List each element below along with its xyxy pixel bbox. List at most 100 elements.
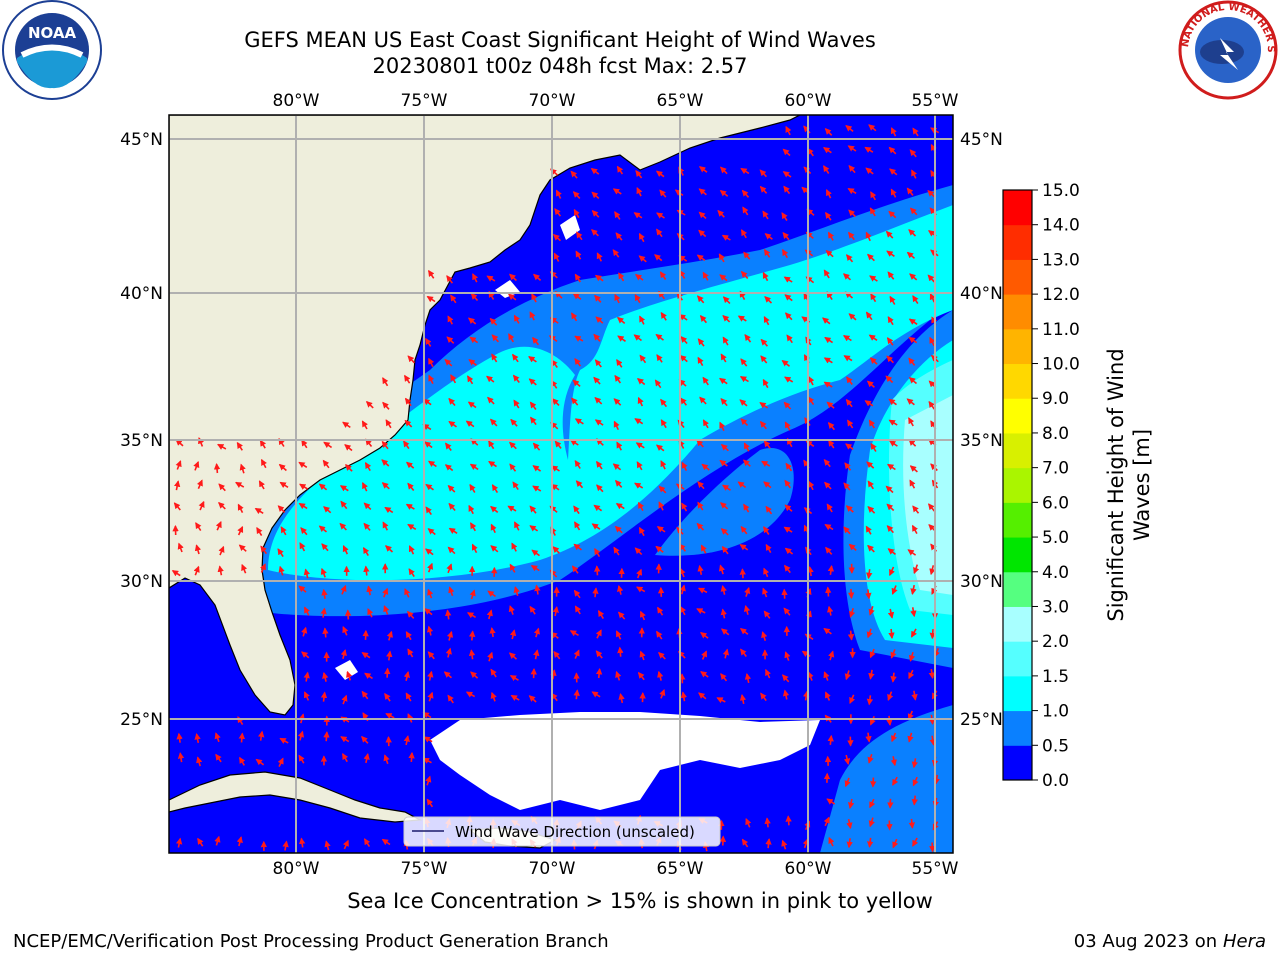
wind-arrow	[617, 584, 624, 595]
wind-arrow	[297, 730, 305, 741]
wind-arrow	[721, 234, 731, 241]
wind-arrow	[761, 631, 768, 641]
lon-label: 75°W	[401, 91, 448, 111]
wind-arrow	[781, 212, 788, 222]
wind-arrow	[740, 525, 748, 535]
wind-arrow	[744, 672, 752, 684]
wind-arrow	[361, 690, 369, 700]
wind-arrow	[322, 627, 329, 638]
wind-arrow	[865, 311, 873, 321]
wind-arrow	[762, 210, 769, 220]
wind-arrow	[886, 355, 894, 364]
colorbar-tick-label: 0.5	[1042, 736, 1069, 756]
colorbar-tick-label: 13.0	[1042, 250, 1080, 270]
lat-label: 25°N	[120, 710, 163, 730]
wind-arrow	[532, 442, 541, 451]
wind-arrow	[596, 252, 603, 262]
wind-arrow	[614, 374, 622, 384]
wind-arrow	[282, 840, 289, 851]
wind-arrow	[655, 444, 665, 452]
wind-arrow	[363, 753, 370, 764]
wind-arrow	[365, 400, 374, 409]
wind-arrow	[301, 651, 310, 659]
wind-arrow	[403, 671, 411, 681]
wind-arrow	[823, 627, 832, 635]
wind-arrow	[635, 170, 643, 179]
wind-arrow	[425, 483, 434, 491]
lon-label: 60°W	[785, 859, 832, 879]
lat-label: 40°N	[960, 284, 1003, 304]
wind-arrow	[299, 837, 306, 848]
wind-arrow	[591, 229, 599, 237]
wind-arrow	[490, 523, 497, 534]
wind-arrow	[739, 628, 749, 635]
wind-arrow	[847, 419, 854, 429]
no-data-island	[560, 215, 580, 240]
wind-arrow	[698, 188, 707, 196]
wind-arrow	[740, 167, 750, 175]
wind-arrow	[512, 374, 520, 384]
wind-arrow	[507, 505, 517, 512]
wind-arrow	[722, 296, 731, 305]
wind-arrow	[173, 480, 181, 491]
wind-arrow	[843, 526, 851, 535]
wind-arrow	[530, 565, 540, 572]
wind-arrow	[846, 254, 854, 263]
wind-arrow	[909, 465, 918, 473]
lon-label: 55°W	[912, 859, 959, 879]
wind-arrow	[848, 231, 855, 241]
wind-arrow	[913, 564, 920, 575]
wind-arrow	[808, 480, 815, 491]
wind-arrow	[384, 506, 394, 514]
wind-arrow	[615, 503, 625, 510]
wind-arrow	[574, 521, 581, 531]
wind-arrow	[702, 271, 709, 281]
wind-arrow	[697, 501, 704, 511]
wind-arrow	[657, 670, 664, 681]
wind-arrow	[892, 838, 899, 849]
wind-arrow	[720, 673, 728, 682]
map-area	[169, 115, 953, 853]
colorbar-segment	[1003, 571, 1032, 607]
wind-arrow	[678, 314, 688, 321]
wind-arrow	[824, 481, 832, 490]
wind-arrow	[888, 210, 897, 219]
wind-arrow	[171, 570, 181, 577]
wind-arrow	[594, 565, 601, 576]
wind-arrow	[531, 293, 538, 303]
lat-label: 30°N	[960, 572, 1003, 592]
wind-arrow	[907, 710, 914, 721]
wind-arrow	[698, 692, 707, 700]
lon-label: 70°W	[529, 859, 576, 879]
wind-arrow	[763, 315, 770, 326]
wind-arrow	[842, 273, 852, 281]
wind-arrow	[173, 502, 181, 511]
wind-arrow	[888, 419, 898, 426]
wind-arrow	[782, 231, 790, 241]
wind-arrow	[448, 527, 458, 534]
lon-label: 70°W	[529, 91, 576, 111]
wind-arrow	[763, 248, 771, 258]
footer-host: Hera	[1222, 931, 1266, 952]
wind-arrow	[510, 418, 518, 427]
wind-arrow	[277, 548, 284, 558]
wind-arrow	[761, 460, 771, 467]
wind-arrow	[869, 798, 876, 809]
wind-arrow	[468, 649, 476, 660]
wind-arrow	[845, 125, 854, 133]
wind-arrow	[866, 837, 874, 848]
wind-arrow	[891, 585, 898, 595]
wind-arrow	[635, 274, 644, 281]
wind-arrow	[658, 485, 667, 494]
wind-arrow	[241, 563, 248, 574]
wind-arrow	[215, 521, 222, 531]
wind-arrow	[698, 211, 707, 219]
wind-arrow	[236, 836, 243, 847]
wind-arrow	[615, 232, 623, 241]
wind-arrow	[595, 667, 603, 679]
wind-arrow	[596, 460, 603, 470]
lon-label: 60°W	[785, 91, 832, 111]
wind-arrow	[823, 147, 832, 154]
wind-arrow	[908, 417, 915, 427]
wind-arrow	[551, 465, 560, 472]
